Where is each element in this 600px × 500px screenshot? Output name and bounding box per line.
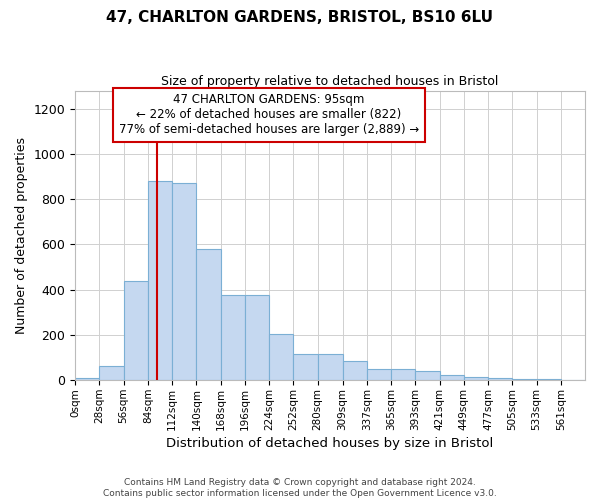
Bar: [245, 296, 269, 380]
Bar: [343, 361, 367, 380]
Bar: [293, 354, 317, 380]
Bar: [221, 296, 245, 380]
Title: Size of property relative to detached houses in Bristol: Size of property relative to detached ho…: [161, 75, 499, 88]
Text: Contains HM Land Registry data © Crown copyright and database right 2024.
Contai: Contains HM Land Registry data © Crown c…: [103, 478, 497, 498]
Bar: [415, 371, 440, 380]
Bar: [367, 368, 391, 380]
Bar: [536, 379, 561, 380]
Bar: [317, 354, 343, 380]
Bar: [124, 280, 148, 380]
Bar: [512, 379, 536, 380]
Bar: [269, 334, 293, 380]
Text: 47, CHARLTON GARDENS, BRISTOL, BS10 6LU: 47, CHARLTON GARDENS, BRISTOL, BS10 6LU: [107, 10, 493, 25]
Bar: [100, 366, 124, 380]
X-axis label: Distribution of detached houses by size in Bristol: Distribution of detached houses by size …: [166, 437, 494, 450]
Y-axis label: Number of detached properties: Number of detached properties: [15, 137, 28, 334]
Bar: [464, 377, 488, 380]
Bar: [75, 378, 100, 380]
Bar: [391, 369, 415, 380]
Bar: [148, 181, 172, 380]
Bar: [488, 378, 512, 380]
Bar: [196, 249, 221, 380]
Bar: [440, 376, 464, 380]
Text: 47 CHARLTON GARDENS: 95sqm
← 22% of detached houses are smaller (822)
77% of sem: 47 CHARLTON GARDENS: 95sqm ← 22% of deta…: [119, 94, 419, 136]
Bar: [172, 184, 196, 380]
